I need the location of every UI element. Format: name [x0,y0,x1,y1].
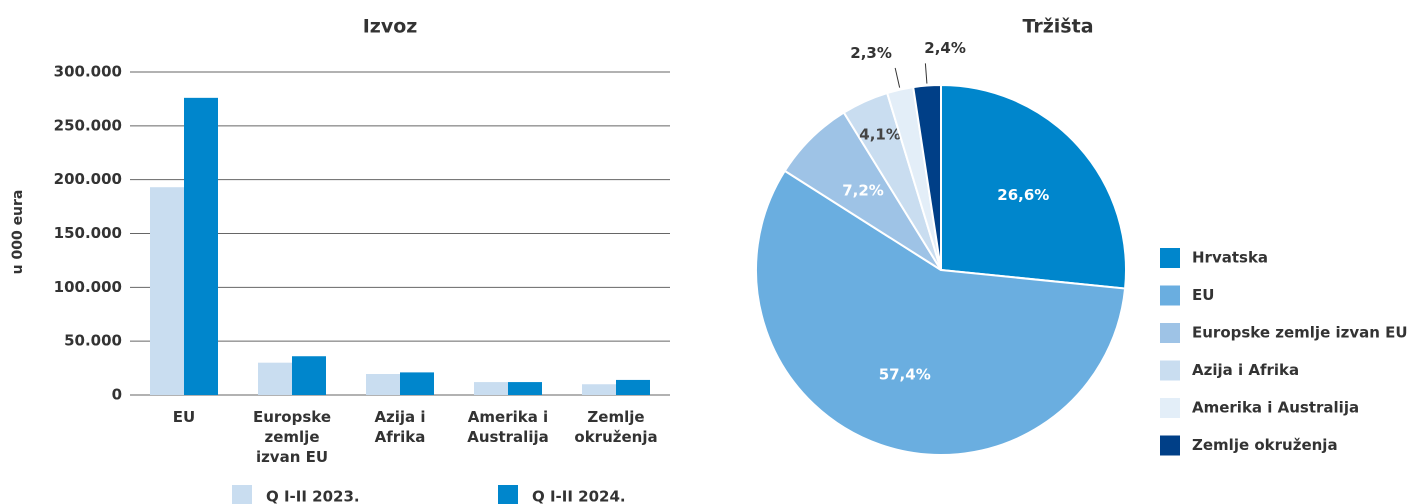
legend-swatch [1160,285,1180,306]
bar [292,356,326,395]
leader-line [924,63,928,84]
x-tick-label: Azija i Afrika [374,408,426,446]
data-label: 26,6% [997,186,1049,204]
legend-label: Q I-II 2023. [266,488,360,504]
legend-swatch [1160,435,1180,456]
data-label: 4,1% [859,126,901,144]
y-tick-label: 300.000 [54,63,122,81]
bar [366,374,400,395]
pie-slice [912,83,942,271]
legend-label: Azija i Afrika [1192,361,1299,379]
pie-slice [940,83,1127,290]
y-tick-label: 50.000 [64,332,122,350]
x-tick-label: EU [172,408,196,426]
x-tick-label: Amerika i Australija [467,408,549,446]
y-tick-label: 150.000 [54,224,122,242]
legend-label: EU [1192,286,1214,304]
y-tick-label: 100.000 [54,278,122,296]
data-label: 57,4% [879,365,931,383]
bar [150,187,184,395]
bar [474,382,508,395]
pie-slice [755,169,1127,456]
data-label: 2,4% [924,39,966,57]
legend-swatch [1160,248,1180,268]
legend-swatch [1160,360,1180,381]
y-tick-label: 0 [112,386,122,404]
x-tick-label: Zemlje okruženja [574,408,658,446]
legend-swatch [498,485,518,504]
legend-swatch [1160,323,1180,343]
data-label: 7,2% [842,182,884,200]
x-tick-label: Europske zemlje izvan EU [252,408,332,466]
bar [616,379,650,395]
legend-swatch [232,485,252,504]
legend-label: Europske zemlje izvan EU [1192,324,1408,342]
legend-label: Q I-II 2024. [532,488,626,504]
y-axis-label: u 000 eura [10,190,26,275]
data-label: 2,3% [850,44,892,62]
chart-title: Tržišta [1022,16,1093,38]
leader-line [894,67,901,88]
bar [184,97,218,395]
bar [582,384,616,395]
legend-label: Zemlje okruženja [1192,436,1338,454]
y-tick-label: 250.000 [54,116,122,134]
legend-label: Amerika i Australija [1192,399,1359,417]
bar [400,372,434,395]
legend-swatch [1160,398,1180,418]
bar [508,382,542,395]
chart-title: Izvoz [363,16,418,38]
legend-label: Hrvatska [1192,249,1268,267]
bar [258,362,292,395]
y-tick-label: 200.000 [54,170,122,188]
